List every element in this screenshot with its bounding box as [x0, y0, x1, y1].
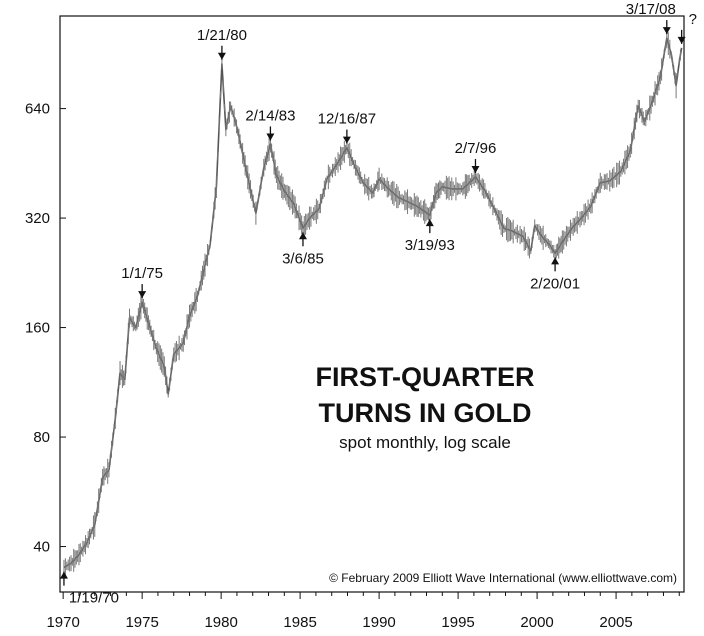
y-tick-label: 80: [33, 429, 50, 446]
y-tick-label: 160: [25, 320, 50, 337]
turn-annotation: 3/6/85: [282, 232, 324, 267]
annotation-label: 3/6/85: [282, 250, 324, 267]
turn-annotation: 12/16/87: [318, 111, 376, 144]
chart-title-line-2: TURNS IN GOLD: [319, 398, 532, 428]
annotation-arrow-head: [677, 36, 686, 44]
annotation-arrow-head: [425, 219, 434, 227]
annotation-arrow-head: [342, 136, 351, 144]
annotation-label: 2/7/96: [455, 140, 497, 157]
annotation-label: 3/19/93: [405, 237, 455, 254]
y-tick-label: 40: [33, 539, 50, 556]
turn-annotation: ?: [677, 11, 697, 44]
x-axis: 1970 1975 1980 1985 1990 1995 2000 2005: [46, 592, 680, 631]
x-tick-label: 2000: [520, 614, 553, 631]
turn-annotation: 1/21/80: [197, 27, 247, 60]
y-tick-label: 640: [25, 101, 50, 118]
y-tick-label: 320: [25, 210, 50, 227]
copyright-notice: © February 2009 Elliott Wave Internation…: [329, 571, 677, 585]
turn-annotation: 1/1/75: [121, 265, 163, 299]
x-tick-label: 1985: [283, 614, 316, 631]
chart-subtitle: spot monthly, log scale: [339, 433, 511, 452]
annotation-label: 1/19/70: [69, 590, 119, 607]
annotation-layer: 1/19/70 1/1/75 1/21/80 2/14/83 3/6/85 12/16/8…: [59, 1, 697, 607]
annotation-arrow-head: [59, 571, 68, 579]
annotation-arrow-head: [471, 166, 480, 174]
annotation-arrow-head: [551, 257, 560, 265]
turn-annotation: 2/14/83: [245, 107, 295, 141]
annotation-arrow-head: [298, 232, 307, 240]
turn-annotation: 2/7/96: [455, 140, 497, 174]
y-axis: 40 80 160 320 640: [25, 101, 66, 556]
x-tick-label: 1980: [204, 614, 237, 631]
x-tick-label: 1970: [46, 614, 79, 631]
turn-annotation: 3/19/93: [405, 219, 455, 254]
annotation-arrow-head: [266, 133, 275, 141]
chart-title-line-1: FIRST-QUARTER: [316, 362, 535, 392]
annotation-label: 12/16/87: [318, 111, 376, 128]
turn-annotation: 2/20/01: [530, 257, 580, 292]
annotation-label: 2/20/01: [530, 275, 580, 292]
annotation-label: 1/1/75: [121, 265, 163, 282]
x-tick-label: 1990: [362, 614, 395, 631]
turn-annotation: 1/19/70: [59, 571, 119, 607]
annotation-label: 3/17/08: [626, 1, 676, 18]
annotation-arrow-head: [138, 291, 147, 299]
annotation-arrow-head: [662, 27, 671, 35]
series-layer: [63, 27, 683, 576]
x-tick-label: 1975: [125, 614, 158, 631]
turn-annotation: 3/17/08: [626, 1, 676, 35]
x-tick-label: 1995: [441, 614, 474, 631]
annotation-label: 1/21/80: [197, 27, 247, 44]
annotation-label: ?: [689, 11, 697, 28]
annotation-arrow-head: [217, 52, 226, 60]
annotation-label: 2/14/83: [245, 107, 295, 124]
plot-frame: [59, 15, 685, 593]
x-tick-label: 2005: [599, 614, 632, 631]
